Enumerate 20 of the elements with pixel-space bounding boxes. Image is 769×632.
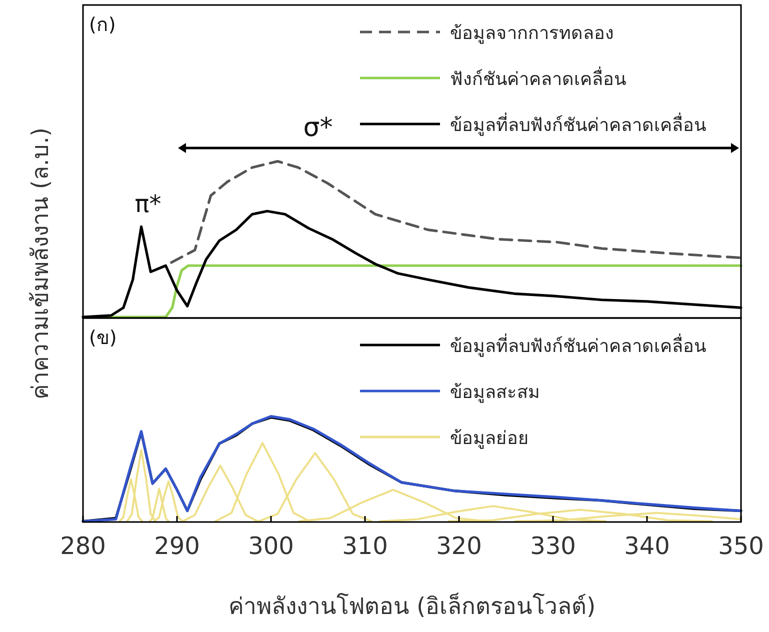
legend-label: ข้อมูลจากการทดลอง	[450, 23, 614, 44]
legend-label: ข้อมูลที่ลบฟังก์ชันค่าคลาดเคลื่อน	[450, 333, 706, 357]
x-tick-label: 290	[154, 532, 200, 560]
legend-label: ข้อมูลสะสม	[450, 382, 540, 403]
x-tick-label: 340	[624, 532, 670, 560]
x-tick-label: 330	[530, 532, 576, 560]
text: (ก)	[89, 14, 116, 36]
text: σ*	[303, 113, 333, 143]
x-tick-label: 310	[342, 532, 388, 560]
x-tick-label: 350	[718, 532, 764, 560]
y-axis-title: ค่าความเข้มพลังงาน (ล.บ.)	[28, 128, 54, 400]
x-axis-title: ค่าพลังงานโฟตอน (อิเล็กตรอนโวลต์)	[228, 591, 596, 620]
text: (ข)	[89, 327, 117, 349]
x-tick-label: 320	[436, 532, 482, 560]
x-tick-label: 300	[248, 532, 294, 560]
legend-label: ข้อมูลย่อย	[450, 428, 529, 449]
x-tick-label: 280	[60, 532, 106, 560]
legend-label: ข้อมูลที่ลบฟังก์ชันค่าคลาดเคลื่อน	[450, 112, 706, 136]
annotation: π*	[134, 190, 162, 218]
legend-label: ฟังก์ชันค่าคลาดเคลื่อน	[450, 66, 626, 90]
